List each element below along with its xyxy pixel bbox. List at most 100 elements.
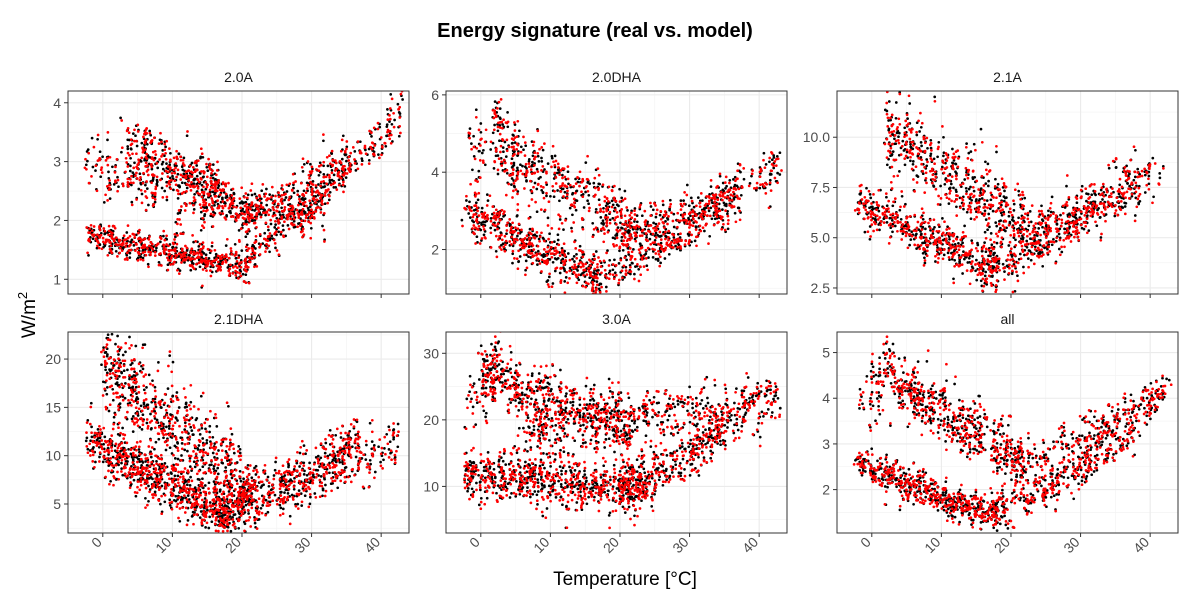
point-model	[200, 206, 203, 209]
point-real	[1028, 249, 1031, 252]
point-model	[623, 256, 626, 259]
point-real	[545, 195, 548, 198]
point-model	[713, 224, 716, 227]
point-model	[194, 253, 197, 256]
point-model	[498, 235, 501, 238]
point-real	[592, 182, 595, 185]
point-real	[553, 240, 556, 243]
point-model	[568, 270, 571, 273]
point-model	[555, 182, 558, 185]
point-model	[493, 112, 496, 115]
point-model	[602, 183, 605, 186]
point-model	[114, 166, 117, 169]
point-model	[215, 173, 218, 176]
point-model	[495, 114, 498, 117]
point-model	[163, 239, 166, 242]
point-model	[714, 213, 717, 216]
point-model	[763, 185, 766, 188]
point-model	[106, 164, 109, 167]
point-real	[386, 108, 389, 111]
point-real	[471, 219, 474, 222]
point-model	[511, 196, 514, 199]
point-model	[508, 240, 511, 243]
point-model	[129, 244, 132, 247]
point-model	[163, 248, 166, 251]
point-model	[240, 266, 243, 269]
point-model	[474, 179, 477, 182]
point-model	[497, 169, 500, 172]
point-model	[212, 187, 215, 190]
point-real	[582, 193, 585, 196]
point-model	[161, 196, 164, 199]
point-model	[593, 258, 596, 261]
point-real	[128, 256, 131, 259]
point-model	[328, 174, 331, 177]
point-real	[192, 179, 195, 182]
point-model	[96, 233, 99, 236]
point-model	[201, 285, 204, 288]
point-real	[189, 269, 192, 272]
point-real	[763, 152, 766, 155]
point-model	[315, 168, 318, 171]
point-model	[771, 152, 774, 155]
point-real	[637, 268, 640, 271]
point-model	[146, 164, 149, 167]
point-real	[226, 196, 229, 199]
point-model	[581, 256, 584, 259]
point-model	[236, 271, 239, 274]
point-model	[170, 257, 173, 260]
point-model	[585, 281, 588, 284]
point-model	[481, 215, 484, 218]
point-model	[602, 240, 605, 243]
point-model	[154, 150, 157, 153]
point-real	[397, 85, 400, 88]
point-model	[245, 262, 248, 265]
point-model	[110, 234, 113, 237]
point-model	[608, 185, 611, 188]
point-model	[230, 194, 233, 197]
point-model	[289, 217, 292, 220]
point-model	[286, 218, 289, 221]
point-model	[193, 196, 196, 199]
point-model	[197, 159, 200, 162]
point-model	[232, 206, 235, 209]
point-model	[381, 145, 384, 148]
point-model	[212, 184, 215, 187]
point-model	[398, 116, 401, 119]
point-model	[240, 227, 243, 230]
point-real	[510, 183, 513, 186]
point-model	[584, 263, 587, 266]
point-real	[201, 189, 204, 192]
point-model	[589, 260, 592, 263]
point-model	[124, 258, 127, 261]
point-real	[125, 254, 128, 257]
point-model	[680, 203, 683, 206]
point-model	[519, 244, 522, 247]
point-model	[310, 208, 313, 211]
point-model	[162, 244, 165, 247]
point-real	[155, 183, 158, 186]
point-model	[531, 228, 534, 231]
point-model	[148, 238, 151, 241]
point-model	[505, 224, 508, 227]
point-model	[621, 270, 624, 273]
point-model	[596, 266, 599, 269]
point-model	[645, 232, 648, 235]
point-real	[923, 241, 926, 244]
point-real	[280, 233, 283, 236]
point-model	[266, 210, 269, 213]
point-real	[511, 252, 514, 255]
point-real	[359, 140, 362, 143]
point-model	[377, 128, 380, 131]
point-model	[607, 200, 610, 203]
point-model	[278, 196, 281, 199]
point-model	[516, 257, 519, 260]
point-model	[236, 260, 239, 263]
point-real	[191, 262, 194, 265]
point-real	[193, 208, 196, 211]
point-model	[658, 265, 661, 268]
point-model	[206, 175, 209, 178]
point-model	[499, 133, 502, 136]
point-real	[478, 150, 481, 153]
point-model	[578, 185, 581, 188]
